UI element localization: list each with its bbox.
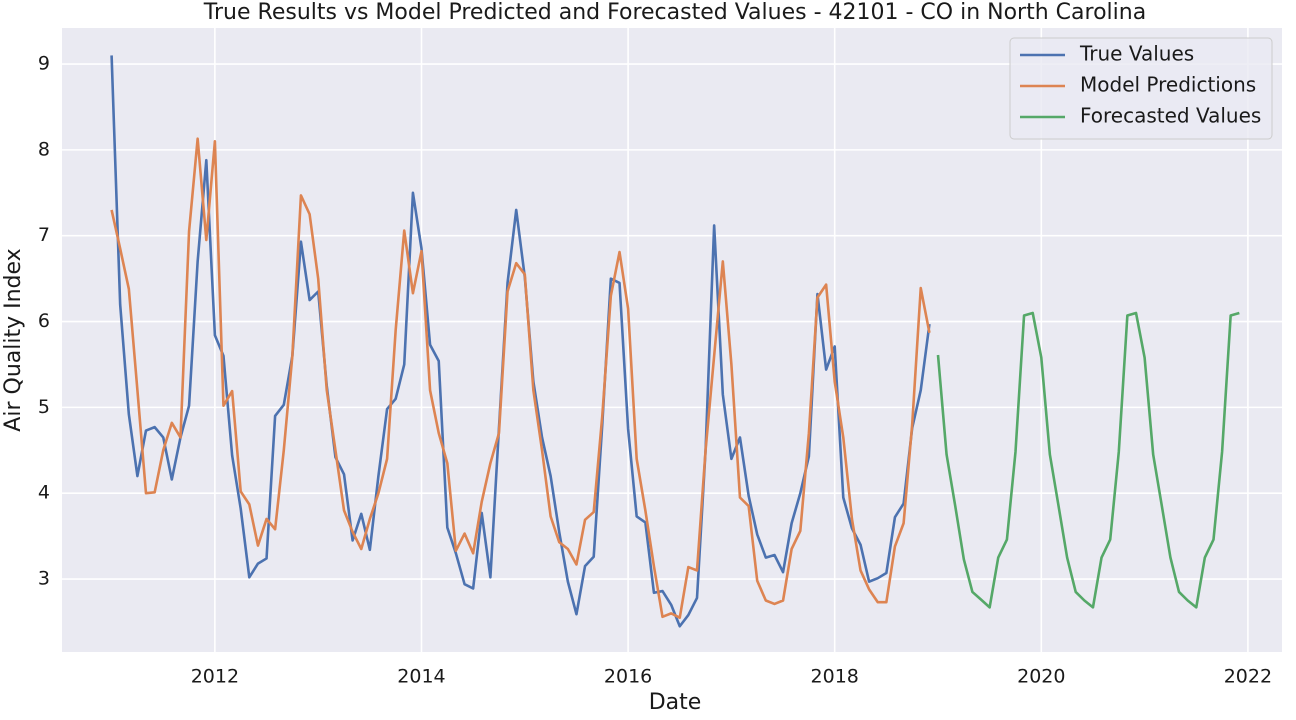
grid xyxy=(62,28,1282,652)
y-tick-label: 5 xyxy=(38,396,50,418)
legend-label: Model Predictions xyxy=(1080,73,1256,97)
legend-label: True Values xyxy=(1079,42,1194,66)
series-line xyxy=(110,137,931,619)
x-tick-label: 2022 xyxy=(1224,666,1272,688)
y-tick-label: 8 xyxy=(38,138,50,160)
x-tick-label: 2012 xyxy=(191,666,239,688)
legend-box xyxy=(1009,37,1273,140)
y-axis-label: Air Quality Index xyxy=(1,248,26,431)
legend-label: Forecasted Values xyxy=(1080,104,1261,128)
x-axis-label: Date xyxy=(649,690,702,715)
y-tick-label: 6 xyxy=(38,310,50,332)
x-tick-label: 2020 xyxy=(1017,666,1065,688)
series-line xyxy=(936,311,1240,609)
y-tick-label: 9 xyxy=(38,53,50,75)
series-line xyxy=(110,55,931,628)
x-tick-label: 2014 xyxy=(397,666,445,688)
y-tick-label: 7 xyxy=(38,224,50,246)
legend: True Values Model Predictions Forecasted V… xyxy=(1009,37,1273,140)
x-tick-label: 2016 xyxy=(604,666,652,688)
chart-title: True Results vs Model Predicted and Fore… xyxy=(203,0,1146,25)
lines xyxy=(110,55,1240,628)
y-tick-label: 3 xyxy=(38,568,50,590)
y-tick-label: 4 xyxy=(38,482,50,504)
x-tick-label: 2018 xyxy=(811,666,859,688)
